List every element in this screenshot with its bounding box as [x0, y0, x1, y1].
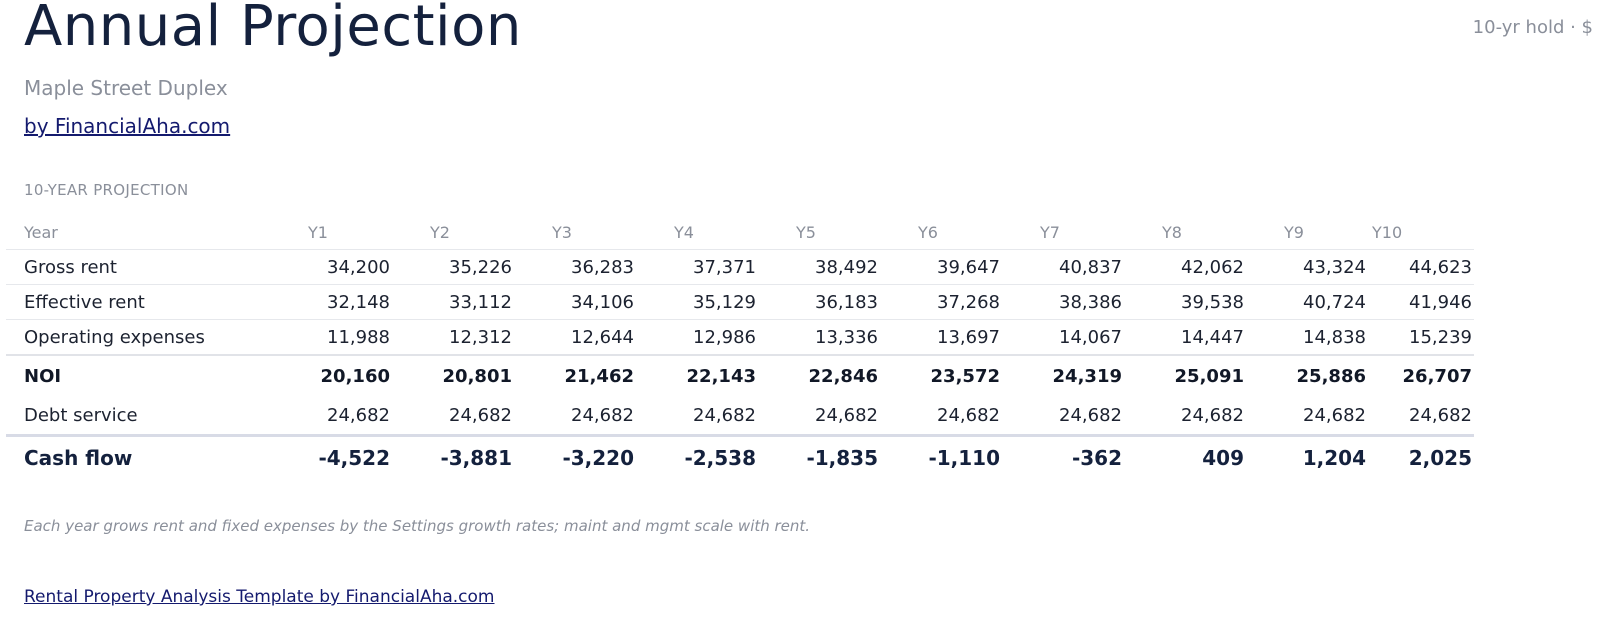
property-name: Maple Street Duplex	[24, 76, 228, 100]
table-cell: 24,682	[884, 397, 1006, 437]
table-row-debt-service: Debt service 24,682 24,682 24,682 24,682…	[6, 397, 1474, 437]
table-cell: 24,682	[1372, 397, 1474, 437]
column-header: Y3	[518, 215, 640, 250]
table-cell: -3,220	[562, 445, 634, 470]
table-row-noi: NOI 20,160 20,801 21,462 22,143 22,846 2…	[6, 355, 1474, 397]
table-cell: 2,025	[1408, 445, 1472, 470]
row-label: Debt service	[6, 397, 274, 437]
column-header: Y4	[640, 215, 762, 250]
table-cell: -3,881	[440, 445, 512, 470]
table-cell: 37,371	[640, 249, 762, 285]
table-cell: 24,682	[762, 397, 884, 437]
table-cell: 42,062	[1128, 249, 1250, 285]
table-cell: 38,386	[1006, 284, 1128, 320]
table-cell: 14,838	[1250, 319, 1372, 356]
footer-link[interactable]: Rental Property Analysis Template by Fin…	[24, 587, 495, 607]
table-cell: 13,697	[884, 319, 1006, 356]
table-cell: 24,319	[1052, 366, 1122, 387]
table-cell: 24,682	[518, 397, 640, 437]
table-cell: 43,324	[1250, 249, 1372, 285]
table-cell: 36,183	[762, 284, 884, 320]
row-label: Operating expenses	[6, 319, 274, 356]
table-cell: 1,204	[1302, 445, 1366, 470]
table-cell: 24,682	[274, 397, 396, 437]
table-cell: -362	[1071, 445, 1122, 470]
row-label: Gross rent	[6, 249, 274, 285]
table-cell: 15,239	[1372, 319, 1474, 356]
table-header-row: Year Y1 Y2 Y3 Y4 Y5 Y6 Y7 Y8 Y9 Y10	[6, 215, 1474, 250]
footnote: Each year grows rent and fixed expenses …	[24, 517, 811, 535]
table-row-operating-expenses: Operating expenses 11,988 12,312 12,644 …	[6, 319, 1474, 356]
section-label: 10-YEAR PROJECTION	[24, 181, 189, 199]
table-cell: 13,336	[762, 319, 884, 356]
table-row-effective-rent: Effective rent 32,148 33,112 34,106 35,1…	[6, 284, 1474, 320]
row-label: NOI	[24, 366, 62, 387]
table-row-cash-flow: Cash flow -4,522 -3,881 -3,220 -2,538 -1…	[6, 436, 1474, 479]
table-cell: 20,801	[442, 366, 512, 387]
table-cell: -4,522	[318, 445, 390, 470]
table-cell: 24,682	[1128, 397, 1250, 437]
row-label: Effective rent	[6, 284, 274, 320]
column-header: Y7	[1006, 215, 1128, 250]
table-cell: 41,946	[1372, 284, 1474, 320]
table-cell: 25,886	[1296, 366, 1366, 387]
row-label: Cash flow	[24, 445, 133, 470]
table-cell: 35,226	[396, 249, 518, 285]
table-cell: -1,110	[928, 445, 1000, 470]
table-cell: 38,492	[762, 249, 884, 285]
table-cell: -1,835	[806, 445, 878, 470]
table-cell: 39,538	[1128, 284, 1250, 320]
page-title: Annual Projection	[24, 0, 522, 59]
table-cell: 37,268	[884, 284, 1006, 320]
column-header: Y10	[1372, 215, 1474, 250]
table-cell: 24,682	[396, 397, 518, 437]
column-header: Y2	[396, 215, 518, 250]
byline-link[interactable]: by FinancialAha.com	[24, 114, 231, 138]
table-cell: 32,148	[274, 284, 396, 320]
table-cell: 22,143	[686, 366, 756, 387]
table-cell: 409	[1202, 445, 1244, 470]
table-cell: 14,067	[1006, 319, 1128, 356]
table-cell: 11,988	[274, 319, 396, 356]
table-cell: -2,538	[684, 445, 756, 470]
hold-period-note: 10-yr hold · $	[1472, 17, 1593, 38]
table-row-gross-rent: Gross rent 34,200 35,226 36,283 37,371 3…	[6, 249, 1474, 285]
column-header: Y1	[274, 215, 396, 250]
table-cell: 44,623	[1372, 249, 1474, 285]
table-cell: 35,129	[640, 284, 762, 320]
table-cell: 24,682	[640, 397, 762, 437]
column-header: Y6	[884, 215, 1006, 250]
table-cell: 40,724	[1250, 284, 1372, 320]
table-cell: 21,462	[564, 366, 634, 387]
table-cell: 36,283	[518, 249, 640, 285]
table-cell: 20,160	[320, 366, 390, 387]
table-cell: 14,447	[1128, 319, 1250, 356]
table-cell: 25,091	[1174, 366, 1244, 387]
table-cell: 39,647	[884, 249, 1006, 285]
table-cell: 12,644	[518, 319, 640, 356]
table-cell: 40,837	[1006, 249, 1128, 285]
table-cell: 34,200	[274, 249, 396, 285]
projection-table: Year Y1 Y2 Y3 Y4 Y5 Y6 Y7 Y8 Y9 Y10 Gros…	[6, 215, 1474, 478]
table-cell: 34,106	[518, 284, 640, 320]
table-cell: 23,572	[930, 366, 1000, 387]
column-header: Year	[6, 215, 274, 250]
table-cell: 26,707	[1402, 366, 1472, 387]
table-cell: 24,682	[1006, 397, 1128, 437]
table-cell: 12,312	[396, 319, 518, 356]
table-cell: 22,846	[808, 366, 878, 387]
table-cell: 12,986	[640, 319, 762, 356]
column-header: Y8	[1128, 215, 1250, 250]
table-cell: 33,112	[396, 284, 518, 320]
column-header: Y9	[1250, 215, 1372, 250]
column-header: Y5	[762, 215, 884, 250]
table-cell: 24,682	[1250, 397, 1372, 437]
